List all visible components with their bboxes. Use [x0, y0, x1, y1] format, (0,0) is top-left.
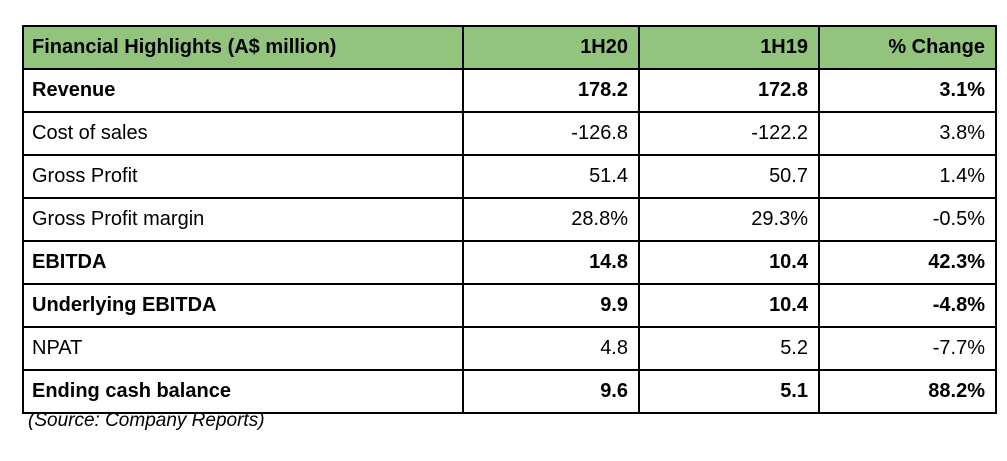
table-row-gross-profit: Gross Profit 51.4 50.7 1.4%	[22, 154, 997, 199]
value-1h20: 4.8	[462, 326, 640, 371]
header-col-change: % Change	[818, 25, 997, 70]
table-header-row: Financial Highlights (A$ million) 1H20 1…	[22, 25, 997, 70]
row-label: NPAT	[22, 326, 464, 371]
value-1h20: -126.8	[462, 111, 640, 156]
value-1h20: 28.8%	[462, 197, 640, 242]
value-change: -4.8%	[818, 283, 997, 328]
row-label: Cost of sales	[22, 111, 464, 156]
value-change: 1.4%	[818, 154, 997, 199]
row-label: Ending cash balance	[22, 369, 464, 414]
value-1h20: 178.2	[462, 68, 640, 113]
row-label: Gross Profit margin	[22, 197, 464, 242]
value-1h19: -122.2	[638, 111, 820, 156]
value-change: -0.5%	[818, 197, 997, 242]
header-col-1h19: 1H19	[638, 25, 820, 70]
value-change: -7.7%	[818, 326, 997, 371]
header-title: Financial Highlights (A$ million)	[22, 25, 464, 70]
value-1h20: 14.8	[462, 240, 640, 285]
row-label: EBITDA	[22, 240, 464, 285]
value-1h19: 172.8	[638, 68, 820, 113]
value-change: 88.2%	[818, 369, 997, 414]
value-1h19: 29.3%	[638, 197, 820, 242]
value-1h20: 9.9	[462, 283, 640, 328]
value-1h19: 10.4	[638, 283, 820, 328]
value-1h19: 5.1	[638, 369, 820, 414]
row-label: Underlying EBITDA	[22, 283, 464, 328]
table-row-ebitda: EBITDA 14.8 10.4 42.3%	[22, 240, 997, 285]
row-label: Gross Profit	[22, 154, 464, 199]
table-row-underlying-ebitda: Underlying EBITDA 9.9 10.4 -4.8%	[22, 283, 997, 328]
table-row-revenue: Revenue 178.2 172.8 3.1%	[22, 68, 997, 113]
value-change: 3.8%	[818, 111, 997, 156]
value-1h20: 9.6	[462, 369, 640, 414]
table-row-ending-cash-balance: Ending cash balance 9.6 5.1 88.2%	[22, 369, 997, 414]
source-note: (Source: Company Reports)	[28, 410, 265, 431]
value-1h19: 5.2	[638, 326, 820, 371]
table-row-npat: NPAT 4.8 5.2 -7.7%	[22, 326, 997, 371]
header-col-1h20: 1H20	[462, 25, 640, 70]
row-label: Revenue	[22, 68, 464, 113]
value-change: 3.1%	[818, 68, 997, 113]
table-row-cost-of-sales: Cost of sales -126.8 -122.2 3.8%	[22, 111, 997, 156]
financial-highlights-table: Financial Highlights (A$ million) 1H20 1…	[22, 25, 997, 414]
table-row-gross-profit-margin: Gross Profit margin 28.8% 29.3% -0.5%	[22, 197, 997, 242]
value-1h19: 10.4	[638, 240, 820, 285]
value-1h19: 50.7	[638, 154, 820, 199]
value-1h20: 51.4	[462, 154, 640, 199]
value-change: 42.3%	[818, 240, 997, 285]
